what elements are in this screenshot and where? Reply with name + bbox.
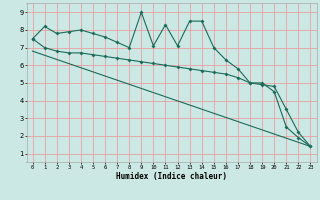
X-axis label: Humidex (Indice chaleur): Humidex (Indice chaleur) bbox=[116, 172, 227, 181]
